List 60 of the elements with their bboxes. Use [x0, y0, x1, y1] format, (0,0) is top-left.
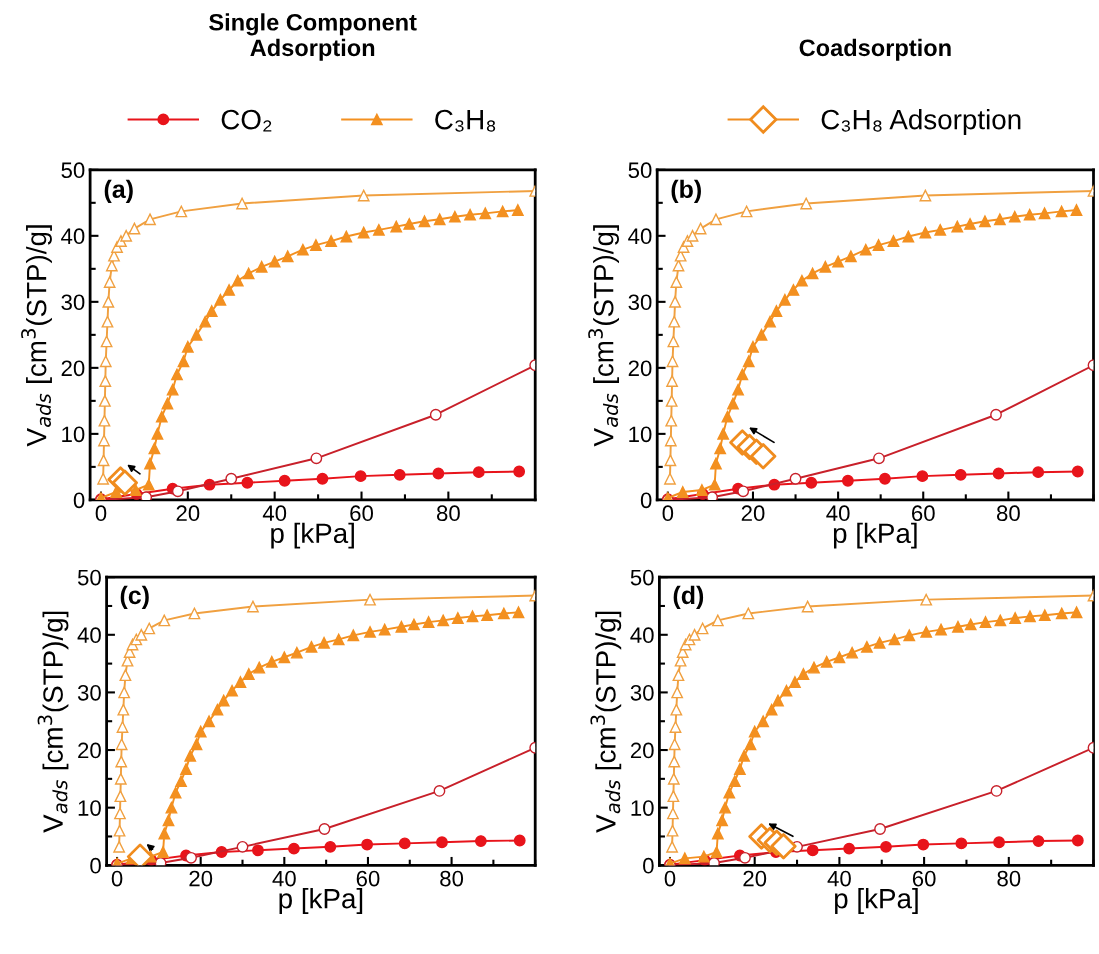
- x-axis-title: p [kPa]: [271, 522, 354, 549]
- x-tick-label: 60: [912, 505, 935, 522]
- y-tick-label: 0: [643, 857, 654, 874]
- x-tick-label: 40: [262, 505, 287, 522]
- x-tick-label: 60: [912, 870, 936, 887]
- y-tick-label: 30: [630, 684, 654, 701]
- x-axis-title: p [kPa]: [833, 522, 917, 549]
- y-tick-label: 30: [628, 294, 652, 311]
- y-axis-title: V$_{ads}$ [cm$^{3}$(STP)/g]: [590, 611, 622, 833]
- x-tick-label: 60: [356, 870, 380, 887]
- x-tick-label: 80: [997, 870, 1021, 887]
- y-tick-label: 40: [77, 627, 101, 644]
- x-tick-label: 80: [996, 505, 1020, 522]
- y-tick-label: 40: [61, 228, 85, 245]
- legend-label: C₃H₈ Adsorption: [821, 109, 1021, 135]
- x-tick-label: 80: [440, 870, 464, 887]
- y-tick-label: 0: [90, 857, 101, 874]
- chart-title: Single Component Adsorption: [209, 13, 417, 61]
- y-tick-label: 50: [630, 569, 654, 586]
- x-tick-label: 20: [741, 505, 765, 522]
- x-tick-label: 40: [826, 505, 850, 522]
- x-axis-title: p [kPa]: [279, 888, 363, 914]
- x-tick-label: 20: [189, 870, 213, 887]
- annotation: (d): [673, 585, 704, 610]
- y-tick-label: 10: [62, 426, 85, 443]
- x-tick-label: 0: [662, 505, 674, 522]
- y-tick-label: 10: [629, 426, 652, 443]
- y-tick-label: 10: [631, 800, 654, 816]
- x-axis-title: p [kPa]: [835, 888, 918, 914]
- y-axis-title: V$_{ads}$ [cm$^{3}$(STP)/g]: [588, 225, 620, 447]
- annotation: (c): [120, 585, 149, 610]
- y-tick-label: 40: [628, 228, 652, 245]
- annotation: (b): [671, 179, 701, 204]
- y-tick-label: 20: [78, 742, 101, 759]
- x-tick-label: 20: [743, 870, 767, 887]
- y-tick-label: 10: [78, 800, 101, 816]
- annotation: (a): [104, 179, 133, 204]
- y-tick-label: 50: [628, 162, 652, 179]
- legend-label: C₃H₈: [435, 109, 496, 132]
- x-tick-label: 0: [111, 870, 123, 887]
- y-tick-label: 40: [630, 627, 654, 644]
- x-tick-label: 80: [436, 505, 460, 522]
- y-tick-label: 0: [640, 492, 652, 509]
- y-tick-label: 50: [77, 569, 101, 586]
- x-tick-label: 0: [664, 870, 676, 887]
- y-tick-label: 30: [77, 684, 101, 701]
- x-tick-label: 40: [272, 870, 296, 887]
- y-tick-label: 20: [61, 360, 85, 377]
- y-axis-title: V$_{ads}$ [cm$^{3}$(STP)/g]: [21, 225, 52, 447]
- chart-title: Coadsorption: [799, 38, 951, 61]
- y-tick-label: 50: [61, 162, 85, 179]
- legend-label: CO₂: [221, 109, 272, 132]
- x-tick-label: 20: [176, 505, 200, 522]
- y-tick-label: 20: [630, 742, 654, 759]
- x-tick-label: 60: [350, 505, 374, 522]
- y-axis-title: V$_{ads}$ [cm$^{3}$(STP)/g]: [37, 611, 69, 833]
- y-tick-label: 30: [61, 294, 85, 311]
- y-tick-label: 20: [628, 360, 652, 377]
- y-tick-label: 0: [73, 492, 85, 509]
- x-tick-label: 40: [827, 870, 851, 887]
